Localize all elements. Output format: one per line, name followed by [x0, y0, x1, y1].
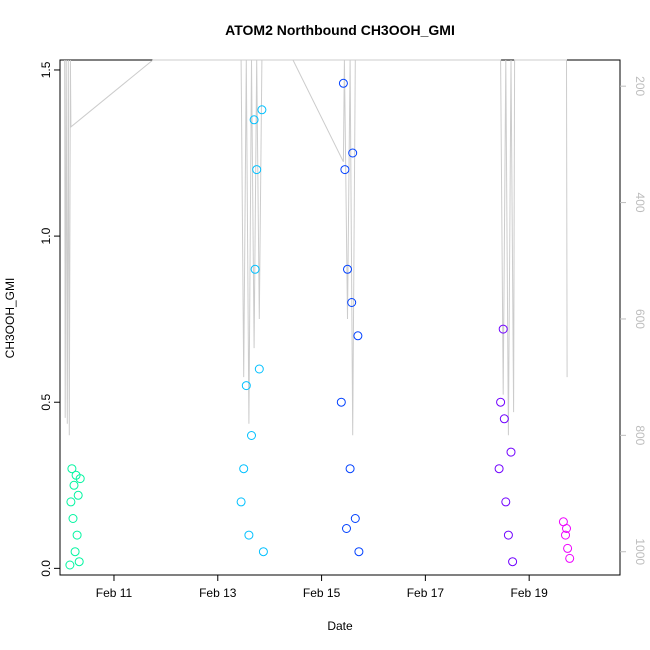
y-tick-label: 0.0: [39, 560, 53, 577]
x-tick-label: Feb 19: [510, 586, 548, 600]
data-point: [66, 497, 76, 507]
right-y-tick-label: 600: [633, 309, 647, 329]
data-point: [353, 331, 363, 341]
data-point: [67, 464, 77, 474]
y-axis-label: CH3OOH_GMI: [3, 278, 17, 359]
data-point: [563, 543, 573, 553]
data-point: [258, 547, 268, 557]
data-point: [75, 474, 85, 484]
y-axis-left: 0.0 0.5 1.0 1.5: [39, 61, 60, 577]
data-point: [494, 464, 504, 474]
data-point: [496, 397, 506, 407]
data-point: [257, 105, 267, 115]
data-point: [561, 530, 570, 540]
data-point: [350, 514, 360, 523]
data-point: [508, 557, 518, 567]
data-point: [342, 524, 351, 533]
y-axis-right: 200 400 600 800 1000: [620, 76, 647, 565]
data-point: [65, 560, 75, 570]
right-y-tick-label: 800: [633, 425, 647, 445]
data-point: [239, 464, 249, 474]
series-5: [558, 517, 575, 563]
data-point: [70, 547, 80, 557]
y-tick-label: 1.0: [39, 227, 53, 244]
data-point: [562, 524, 571, 533]
data-point: [565, 553, 575, 563]
data-point: [69, 480, 79, 490]
series-3: [336, 78, 364, 557]
y-tick-label: 1.5: [39, 61, 53, 78]
data-point: [236, 497, 246, 507]
data-point: [250, 264, 260, 274]
data-point: [68, 514, 78, 523]
data-point: [506, 447, 516, 457]
data-point: [254, 364, 264, 374]
x-axis-label: Date: [327, 619, 353, 633]
data-point: [252, 165, 262, 175]
x-tick-label: Feb 17: [407, 586, 445, 600]
data-point: [345, 464, 355, 474]
data-point: [348, 148, 358, 158]
data-point: [241, 381, 251, 391]
data-point: [336, 397, 346, 407]
data-point: [347, 298, 357, 307]
series-1: [65, 464, 85, 570]
data-point: [503, 530, 513, 540]
pressure-line: [64, 59, 568, 436]
series-2: [236, 105, 268, 557]
x-tick-label: Feb 13: [199, 586, 237, 600]
data-point: [247, 431, 256, 440]
pressure-line-layer: [64, 59, 568, 436]
x-tick-label: Feb 11: [96, 586, 133, 600]
data-point: [340, 165, 350, 175]
x-axis: Feb 11 Feb 13 Feb 15 Feb 17 Feb 19: [96, 575, 548, 600]
chart-title: ATOM2 Northbound CH3OOH_GMI: [225, 22, 455, 38]
data-point: [338, 78, 348, 88]
data-points-layer: [65, 78, 575, 570]
x-tick-label: Feb 15: [303, 586, 341, 600]
data-point: [74, 557, 84, 567]
data-point: [499, 414, 509, 424]
data-point: [498, 324, 508, 334]
plot-area-frame: [59, 59, 621, 576]
y-tick-label: 0.5: [39, 394, 53, 411]
data-point: [244, 530, 254, 540]
right-y-tick-label: 1000: [633, 538, 647, 565]
data-point: [72, 530, 82, 540]
data-point: [343, 264, 352, 274]
data-point: [249, 115, 259, 125]
data-point: [501, 497, 511, 507]
data-point: [354, 547, 364, 557]
series-4: [494, 324, 518, 567]
right-y-tick-label: 200: [633, 76, 647, 96]
right-y-tick-label: 400: [633, 193, 647, 213]
data-point: [73, 490, 83, 500]
